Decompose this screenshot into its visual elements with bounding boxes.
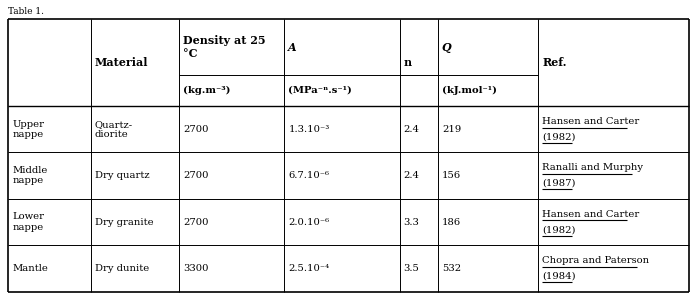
Text: 2.4: 2.4 — [403, 125, 420, 134]
Text: Dry granite: Dry granite — [95, 217, 154, 227]
Text: Ranalli and Murphy: Ranalli and Murphy — [543, 163, 643, 173]
Text: Lower
nappe: Lower nappe — [12, 212, 44, 232]
Text: 2.4: 2.4 — [403, 171, 420, 180]
Text: 2.5.10⁻⁴: 2.5.10⁻⁴ — [289, 264, 329, 273]
Text: (MPa⁻ⁿ.s⁻¹): (MPa⁻ⁿ.s⁻¹) — [289, 86, 352, 95]
Text: 3.5: 3.5 — [403, 264, 419, 273]
Text: Hansen and Carter: Hansen and Carter — [543, 117, 639, 126]
Text: 2.0.10⁻⁶: 2.0.10⁻⁶ — [289, 217, 329, 227]
Text: (1982): (1982) — [543, 225, 576, 234]
Text: (1984): (1984) — [543, 271, 576, 281]
Text: n: n — [403, 57, 412, 68]
Text: Density at 25
°C: Density at 25 °C — [183, 35, 266, 59]
Text: 1.3.10⁻³: 1.3.10⁻³ — [289, 125, 329, 134]
Text: 2700: 2700 — [183, 171, 208, 180]
Text: (1982): (1982) — [543, 132, 576, 142]
Text: Middle
nappe: Middle nappe — [12, 166, 48, 185]
Text: 219: 219 — [442, 125, 461, 134]
Text: Mantle: Mantle — [12, 264, 48, 273]
Text: A: A — [289, 42, 297, 53]
Text: Dry dunite: Dry dunite — [95, 264, 149, 273]
Text: (kg.m⁻³): (kg.m⁻³) — [183, 86, 230, 95]
Text: (kJ.mol⁻¹): (kJ.mol⁻¹) — [442, 86, 497, 95]
Text: Chopra and Paterson: Chopra and Paterson — [543, 256, 649, 265]
Text: 532: 532 — [442, 264, 461, 273]
Text: Material: Material — [95, 57, 148, 68]
Text: Q: Q — [442, 42, 452, 53]
Text: 2700: 2700 — [183, 125, 208, 134]
Text: Table 1.: Table 1. — [8, 7, 44, 16]
Text: 6.7.10⁻⁶: 6.7.10⁻⁶ — [289, 171, 329, 180]
Text: Dry quartz: Dry quartz — [95, 171, 149, 180]
Text: (1987): (1987) — [543, 179, 576, 188]
Text: Ref.: Ref. — [543, 57, 567, 68]
Text: Upper
nappe: Upper nappe — [12, 120, 44, 139]
Text: Quartz-
diorite: Quartz- diorite — [95, 120, 133, 139]
Text: Hansen and Carter: Hansen and Carter — [543, 210, 639, 219]
Text: 3300: 3300 — [183, 264, 208, 273]
Text: 3.3: 3.3 — [403, 217, 419, 227]
Text: 156: 156 — [442, 171, 461, 180]
Text: 186: 186 — [442, 217, 461, 227]
Text: 2700: 2700 — [183, 217, 208, 227]
